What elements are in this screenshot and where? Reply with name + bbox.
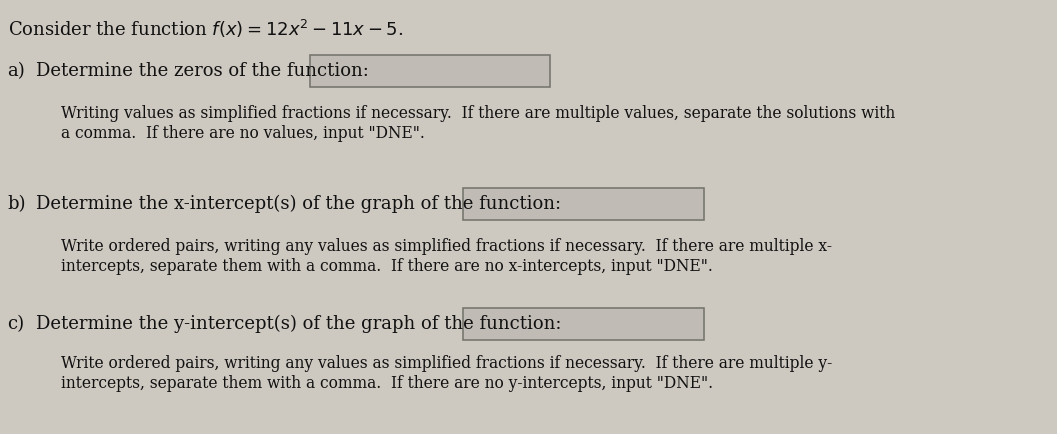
Text: c): c) [7,315,24,333]
Text: Write ordered pairs, writing any values as simplified fractions if necessary.  I: Write ordered pairs, writing any values … [61,355,832,391]
Bar [463,308,704,340]
Text: Consider the function $f(x) = 12x^2 - 11x - 5$.: Consider the function $f(x) = 12x^2 - 11… [7,18,403,40]
Text: Determine the x-intercept(s) of the graph of the function:: Determine the x-intercept(s) of the grap… [36,195,561,213]
Bar [463,188,704,220]
Text: a): a) [7,62,25,80]
Text: Write ordered pairs, writing any values as simplified fractions if necessary.  I: Write ordered pairs, writing any values … [61,238,832,275]
Text: Determine the y-intercept(s) of the graph of the function:: Determine the y-intercept(s) of the grap… [36,315,561,333]
Bar [310,55,550,87]
Text: Writing values as simplified fractions if necessary.  If there are multiple valu: Writing values as simplified fractions i… [61,105,895,141]
Text: b): b) [7,195,26,213]
Text: Determine the zeros of the function:: Determine the zeros of the function: [36,62,369,80]
